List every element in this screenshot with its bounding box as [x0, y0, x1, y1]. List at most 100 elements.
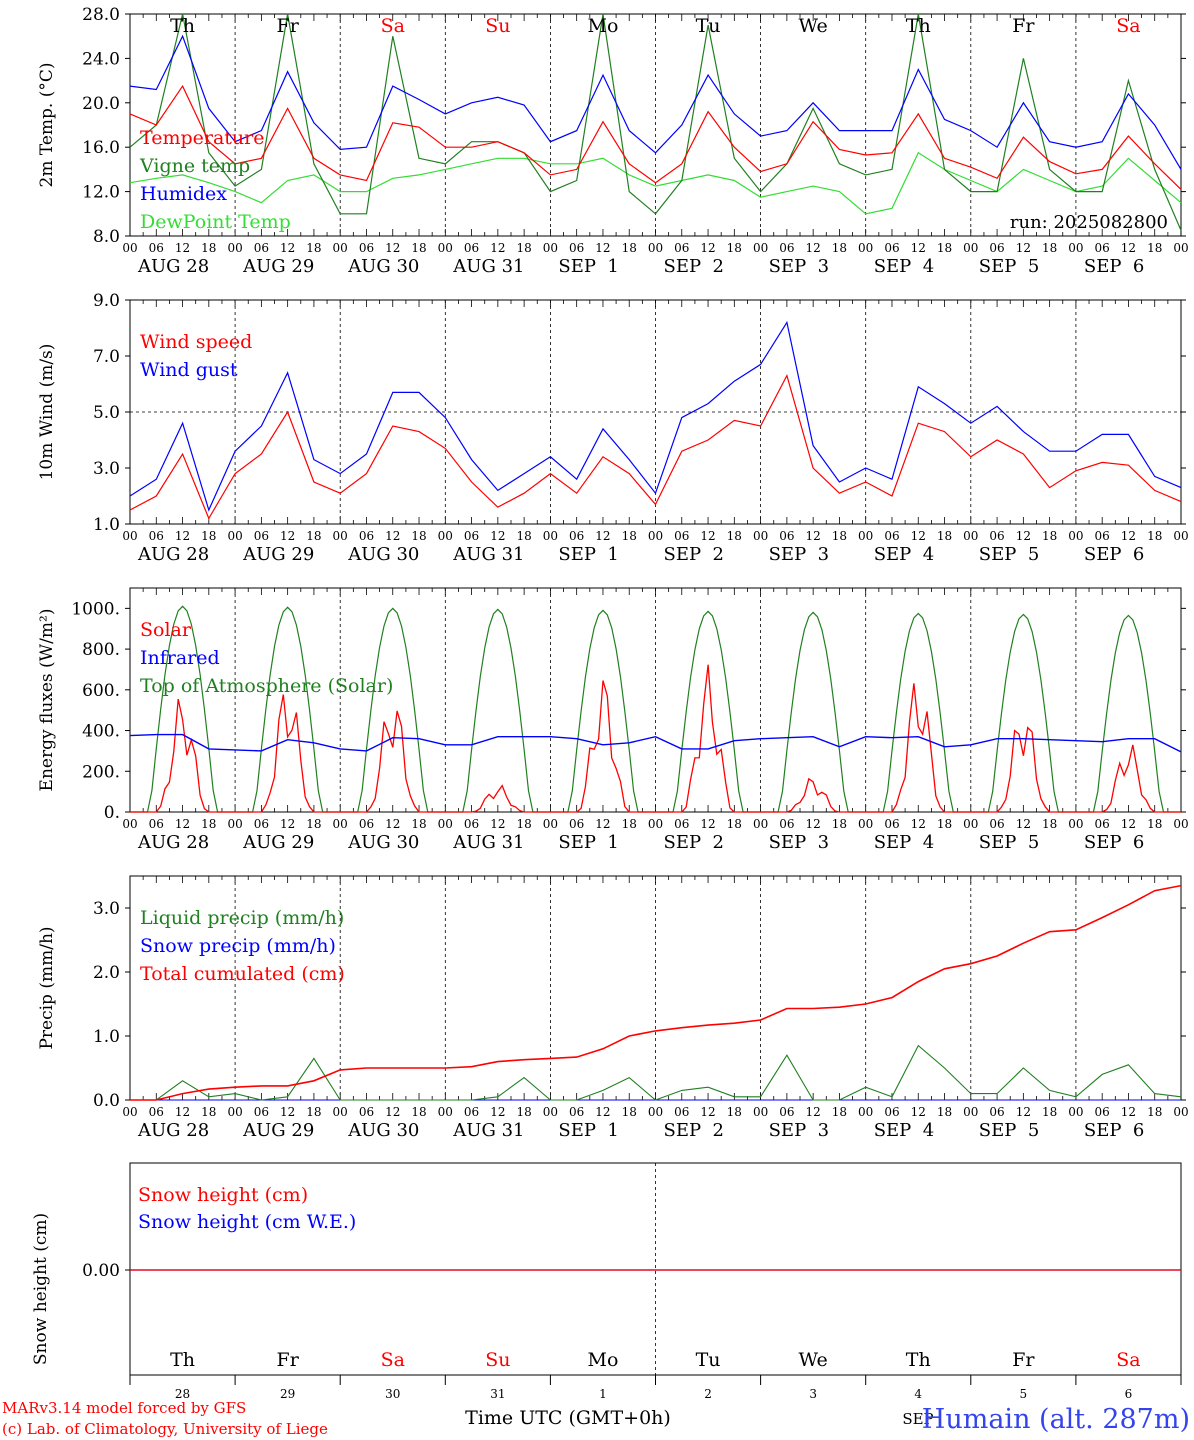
hour-label: 12: [1016, 529, 1031, 543]
y-tick-label: 0.: [104, 803, 120, 823]
hour-label: 00: [543, 1105, 558, 1119]
hour-label: 18: [832, 817, 847, 831]
hour-label: 00: [648, 1105, 663, 1119]
hour-label: 00: [753, 1105, 768, 1119]
weekday-label: Th: [906, 15, 931, 37]
hour-label: 18: [1042, 1105, 1057, 1119]
hour-label: 00: [858, 241, 873, 255]
hour-label: 06: [569, 1105, 584, 1119]
hour-label: 06: [359, 817, 374, 831]
date-label: AUG 28: [137, 832, 209, 853]
hour-label: 00: [1173, 817, 1188, 831]
hour-label: 06: [569, 529, 584, 543]
date-label: SEP 4: [874, 256, 934, 277]
hour-label: 00: [227, 1105, 242, 1119]
weekday-label: Mo: [587, 1349, 618, 1371]
date-label: SEP 1: [558, 544, 618, 565]
hour-label: 12: [385, 241, 400, 255]
legend-entry: Wind gust: [140, 359, 238, 381]
hour-label: 00: [333, 1105, 348, 1119]
hour-label: 18: [1147, 241, 1162, 255]
hour-label: 12: [490, 241, 505, 255]
hour-label: 00: [543, 529, 558, 543]
date-label: SEP 2: [664, 832, 724, 853]
date-label: AUG 30: [347, 544, 419, 565]
y-tick-label: 5.0: [93, 403, 120, 423]
hour-label: 00: [648, 241, 663, 255]
hour-label: 12: [280, 1105, 295, 1119]
date-label: SEP 3: [769, 544, 829, 565]
hour-label: 12: [490, 1105, 505, 1119]
hour-label: 12: [806, 817, 821, 831]
series-line-vigne-temp: [129, 13, 1182, 231]
hour-label: 18: [622, 529, 637, 543]
hour-label: 12: [700, 817, 715, 831]
hour-label: 06: [674, 529, 689, 543]
legend-entry: Snow height (cm): [138, 1184, 308, 1206]
hour-label: 00: [1173, 529, 1188, 543]
hour-label: 06: [674, 241, 689, 255]
date-label: SEP 5: [979, 544, 1039, 565]
date-label: SEP 2: [664, 544, 724, 565]
y-tick-label: 20.0: [82, 94, 120, 114]
legend-entry: Infrared: [140, 647, 220, 669]
hour-label: 12: [1016, 817, 1031, 831]
hour-label: 12: [700, 529, 715, 543]
y-tick-label: 400.: [82, 722, 120, 742]
hour-label: 06: [254, 817, 269, 831]
hour-label: 12: [385, 529, 400, 543]
series-line-infrared: [129, 733, 1182, 753]
hour-label: 12: [806, 241, 821, 255]
hour-label: 18: [727, 817, 742, 831]
hour-label: 18: [411, 241, 426, 255]
series-line-liquid-precip-mm-h-: [130, 1044, 1182, 1101]
hour-label: 06: [1095, 1105, 1110, 1119]
date-label: SEP 3: [769, 1120, 829, 1141]
date-label: SEP 6: [1084, 1120, 1144, 1141]
hour-label: 06: [1095, 529, 1110, 543]
hour-label: 00: [333, 241, 348, 255]
weekday-label: Tu: [696, 15, 721, 37]
series-line-humidex: [129, 34, 1182, 170]
hour-label: 18: [411, 1105, 426, 1119]
weekday-label: Fr: [1012, 15, 1035, 37]
hour-label: 06: [779, 241, 794, 255]
hour-label: 06: [569, 817, 584, 831]
hour-label: 18: [1147, 529, 1162, 543]
hour-label: 18: [1147, 1105, 1162, 1119]
y-tick-label: 28.0: [82, 5, 120, 25]
hour-label: 12: [490, 529, 505, 543]
hour-label: 12: [911, 817, 926, 831]
credit-line-2: (c) Lab. of Climatology, University of L…: [2, 1420, 328, 1438]
hour-label: 06: [569, 241, 584, 255]
hour-label: 18: [727, 529, 742, 543]
hour-label: 00: [438, 1105, 453, 1119]
hour-label: 18: [516, 1105, 531, 1119]
hour-label: 12: [385, 817, 400, 831]
hour-label: 12: [175, 241, 190, 255]
hour-label: 12: [490, 817, 505, 831]
y-tick-label: 9.0: [93, 291, 120, 311]
hour-label: 12: [1016, 241, 1031, 255]
hour-label: 18: [201, 241, 216, 255]
date-label: SEP 5: [979, 256, 1039, 277]
hour-label: 18: [622, 817, 637, 831]
legend-entry: Snow precip (mm/h): [140, 935, 336, 957]
hour-label: 00: [858, 529, 873, 543]
date-label: AUG 29: [242, 1120, 314, 1141]
hour-label: 00: [963, 1105, 978, 1119]
weekday-label: Sa: [381, 15, 405, 37]
date-label: AUG 31: [452, 256, 524, 277]
hour-label: 12: [911, 241, 926, 255]
hour-label: 12: [280, 529, 295, 543]
hour-label: 00: [753, 529, 768, 543]
date-label: AUG 28: [137, 544, 209, 565]
hour-label: 06: [674, 1105, 689, 1119]
hour-label: 12: [175, 1105, 190, 1119]
weekday-label: Th: [170, 15, 195, 37]
hour-label: 06: [989, 241, 1004, 255]
hour-label: 18: [832, 529, 847, 543]
legend-entry: DewPoint Temp: [140, 211, 291, 233]
hour-label: 18: [516, 241, 531, 255]
hour-label: 12: [700, 241, 715, 255]
